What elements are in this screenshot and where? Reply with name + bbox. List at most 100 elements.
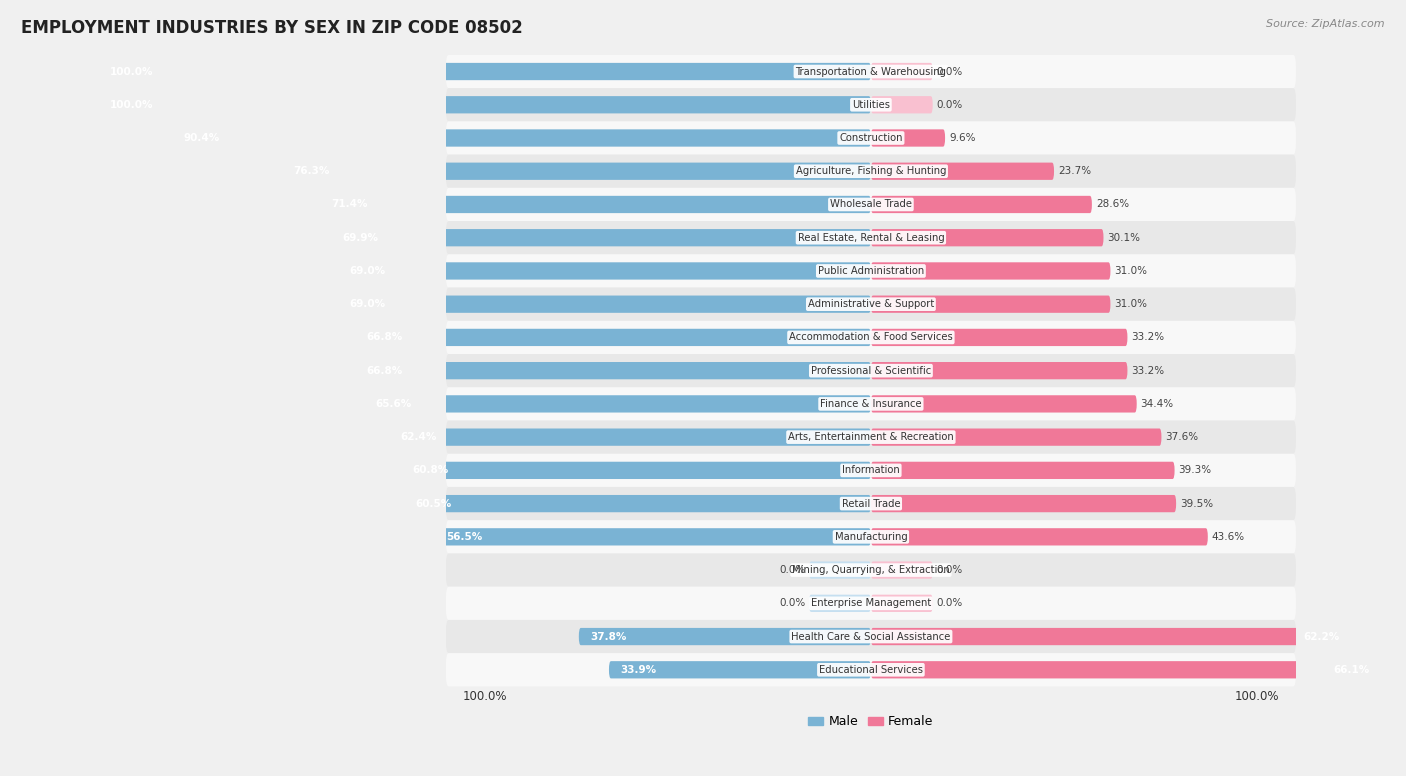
Text: 0.0%: 0.0% — [936, 67, 963, 77]
Text: Professional & Scientific: Professional & Scientific — [811, 365, 931, 376]
Text: 69.0%: 69.0% — [349, 300, 385, 309]
Text: 100.0%: 100.0% — [110, 67, 153, 77]
FancyBboxPatch shape — [446, 320, 1296, 354]
FancyBboxPatch shape — [870, 362, 1128, 379]
FancyBboxPatch shape — [446, 188, 1296, 221]
FancyBboxPatch shape — [446, 121, 1296, 154]
FancyBboxPatch shape — [446, 387, 1296, 421]
FancyBboxPatch shape — [446, 487, 1296, 520]
FancyBboxPatch shape — [446, 354, 1296, 387]
FancyBboxPatch shape — [337, 262, 870, 279]
FancyBboxPatch shape — [434, 528, 870, 546]
FancyBboxPatch shape — [446, 421, 1296, 454]
FancyBboxPatch shape — [870, 229, 1104, 246]
Text: 33.2%: 33.2% — [1132, 332, 1164, 342]
Text: 60.5%: 60.5% — [415, 499, 451, 508]
Text: 69.0%: 69.0% — [349, 266, 385, 276]
FancyBboxPatch shape — [870, 96, 932, 113]
FancyBboxPatch shape — [609, 661, 870, 678]
Text: 33.2%: 33.2% — [1132, 365, 1164, 376]
Text: 69.9%: 69.9% — [343, 233, 378, 243]
FancyBboxPatch shape — [870, 661, 1382, 678]
FancyBboxPatch shape — [446, 221, 1296, 255]
FancyBboxPatch shape — [870, 428, 1161, 445]
Text: 0.0%: 0.0% — [779, 598, 806, 608]
Text: Agriculture, Fishing & Hunting: Agriculture, Fishing & Hunting — [796, 166, 946, 176]
Text: 65.6%: 65.6% — [375, 399, 412, 409]
Text: 39.3%: 39.3% — [1178, 466, 1212, 476]
FancyBboxPatch shape — [808, 562, 870, 579]
FancyBboxPatch shape — [870, 130, 945, 147]
FancyBboxPatch shape — [870, 163, 1054, 180]
Text: 31.0%: 31.0% — [1115, 266, 1147, 276]
FancyBboxPatch shape — [870, 196, 1092, 213]
FancyBboxPatch shape — [808, 594, 870, 612]
FancyBboxPatch shape — [330, 229, 870, 246]
Text: Mining, Quarrying, & Extraction: Mining, Quarrying, & Extraction — [792, 565, 950, 575]
FancyBboxPatch shape — [579, 628, 870, 645]
Text: Transportation & Warehousing: Transportation & Warehousing — [796, 67, 946, 77]
Text: Health Care & Social Assistance: Health Care & Social Assistance — [792, 632, 950, 642]
Text: 60.8%: 60.8% — [413, 466, 449, 476]
Text: 66.8%: 66.8% — [367, 365, 402, 376]
Text: 66.8%: 66.8% — [367, 332, 402, 342]
FancyBboxPatch shape — [446, 55, 1296, 88]
Text: 37.8%: 37.8% — [591, 632, 627, 642]
FancyBboxPatch shape — [446, 154, 1296, 188]
Text: Wholesale Trade: Wholesale Trade — [830, 199, 912, 210]
Text: Administrative & Support: Administrative & Support — [808, 300, 934, 309]
Text: 34.4%: 34.4% — [1140, 399, 1174, 409]
FancyBboxPatch shape — [401, 462, 870, 479]
Text: Enterprise Management: Enterprise Management — [811, 598, 931, 608]
Text: 31.0%: 31.0% — [1115, 300, 1147, 309]
Text: EMPLOYMENT INDUSTRIES BY SEX IN ZIP CODE 08502: EMPLOYMENT INDUSTRIES BY SEX IN ZIP CODE… — [21, 19, 523, 37]
Text: Finance & Insurance: Finance & Insurance — [820, 399, 922, 409]
FancyBboxPatch shape — [870, 562, 932, 579]
FancyBboxPatch shape — [870, 628, 1351, 645]
Text: 43.6%: 43.6% — [1212, 532, 1244, 542]
Text: 0.0%: 0.0% — [936, 100, 963, 109]
Text: Manufacturing: Manufacturing — [835, 532, 907, 542]
Text: Information: Information — [842, 466, 900, 476]
FancyBboxPatch shape — [870, 262, 1111, 279]
FancyBboxPatch shape — [446, 587, 1296, 620]
FancyBboxPatch shape — [870, 329, 1128, 346]
Text: Retail Trade: Retail Trade — [842, 499, 900, 508]
FancyBboxPatch shape — [446, 255, 1296, 288]
Text: 0.0%: 0.0% — [779, 565, 806, 575]
FancyBboxPatch shape — [446, 653, 1296, 687]
Text: 100.0%: 100.0% — [110, 100, 153, 109]
FancyBboxPatch shape — [870, 296, 1111, 313]
Text: Source: ZipAtlas.com: Source: ZipAtlas.com — [1267, 19, 1385, 29]
FancyBboxPatch shape — [173, 130, 870, 147]
FancyBboxPatch shape — [446, 288, 1296, 320]
Text: 100.0%: 100.0% — [463, 691, 506, 703]
Legend: Male, Female: Male, Female — [803, 710, 938, 733]
FancyBboxPatch shape — [281, 163, 870, 180]
FancyBboxPatch shape — [870, 594, 932, 612]
FancyBboxPatch shape — [404, 495, 870, 512]
FancyBboxPatch shape — [446, 553, 1296, 587]
FancyBboxPatch shape — [354, 329, 870, 346]
FancyBboxPatch shape — [446, 454, 1296, 487]
Text: 62.2%: 62.2% — [1303, 632, 1340, 642]
Text: Arts, Entertainment & Recreation: Arts, Entertainment & Recreation — [787, 432, 953, 442]
FancyBboxPatch shape — [98, 96, 870, 113]
FancyBboxPatch shape — [870, 462, 1174, 479]
FancyBboxPatch shape — [388, 428, 870, 445]
Text: 76.3%: 76.3% — [292, 166, 329, 176]
Text: 37.6%: 37.6% — [1166, 432, 1198, 442]
Text: Accommodation & Food Services: Accommodation & Food Services — [789, 332, 953, 342]
Text: 90.4%: 90.4% — [184, 133, 221, 143]
FancyBboxPatch shape — [337, 296, 870, 313]
Text: 28.6%: 28.6% — [1095, 199, 1129, 210]
Text: Real Estate, Rental & Leasing: Real Estate, Rental & Leasing — [797, 233, 945, 243]
FancyBboxPatch shape — [319, 196, 870, 213]
Text: Construction: Construction — [839, 133, 903, 143]
FancyBboxPatch shape — [870, 63, 932, 80]
FancyBboxPatch shape — [364, 395, 870, 413]
Text: Public Administration: Public Administration — [818, 266, 924, 276]
Text: 62.4%: 62.4% — [401, 432, 437, 442]
Text: 33.9%: 33.9% — [620, 665, 657, 675]
FancyBboxPatch shape — [98, 63, 870, 80]
